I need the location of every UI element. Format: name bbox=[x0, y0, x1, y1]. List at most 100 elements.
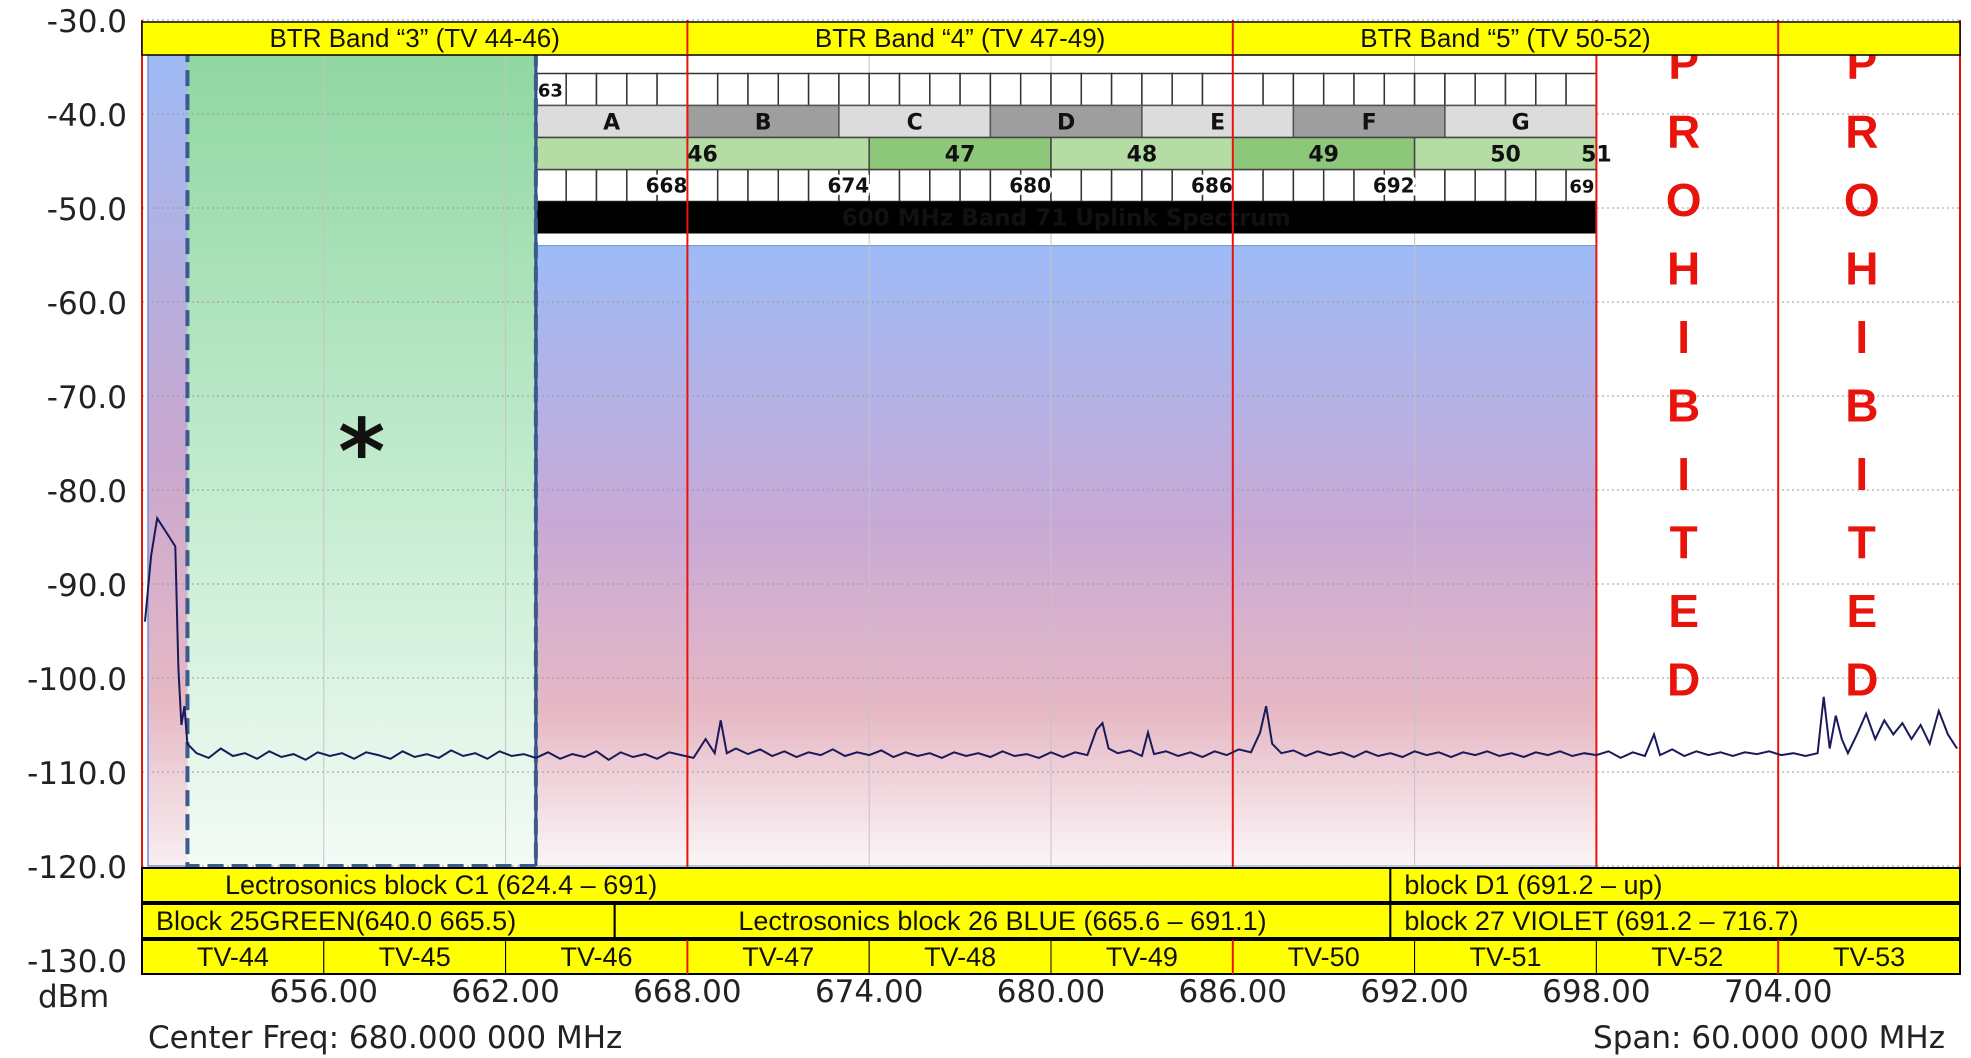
block-cell bbox=[1389, 903, 1961, 939]
band71-block-label: G bbox=[1512, 111, 1530, 136]
block-label: Lectrosonics block C1 (624.4 – 691) bbox=[225, 870, 657, 900]
band71-title: 600 MHz Band 71 Uplink Spectrum bbox=[842, 206, 1291, 232]
band71-freq-cell bbox=[1110, 168, 1143, 203]
band71-block-cell bbox=[989, 104, 1143, 139]
prohibited-letter: T bbox=[1848, 517, 1876, 569]
tv-channel-label: TV-51 bbox=[1469, 942, 1541, 972]
band71-tick-cell bbox=[1474, 72, 1507, 107]
y-tick-label: -130.0 bbox=[27, 944, 127, 980]
prohibited-letter: I bbox=[1677, 311, 1690, 363]
prohibited-letter: D bbox=[1667, 654, 1700, 706]
green-block-zone bbox=[187, 38, 536, 867]
band71-freq-label: 680 bbox=[1009, 174, 1051, 198]
band71-channel-label: 46 bbox=[687, 143, 718, 168]
band71-tick-cell bbox=[1504, 72, 1537, 107]
band71-tick-cell bbox=[1353, 72, 1386, 107]
band71-freq-cell bbox=[1444, 168, 1476, 203]
band71-tick-cell bbox=[716, 72, 749, 107]
x-tick-label: 662.00 bbox=[451, 974, 559, 1010]
prohibited-letter: E bbox=[1846, 585, 1877, 637]
band71-tick-cell bbox=[626, 72, 658, 107]
band71-tick-cell bbox=[1141, 72, 1173, 107]
band71-tick-cell bbox=[989, 72, 1022, 107]
band71-tick-cell bbox=[807, 72, 840, 107]
block-cell bbox=[613, 903, 1392, 939]
x-tick-label: 704.00 bbox=[1724, 974, 1832, 1010]
y-tick-label: -90.0 bbox=[47, 568, 127, 604]
band71-title-bar bbox=[535, 201, 1597, 234]
band71-block-label: E bbox=[1210, 111, 1225, 136]
band71-block-label: A bbox=[603, 111, 620, 136]
band71-freq-cell bbox=[1080, 168, 1113, 203]
band71-tick-cell bbox=[1322, 72, 1355, 107]
tv-channel-cell bbox=[505, 939, 688, 975]
band71-freq-cell bbox=[686, 168, 719, 203]
y-tick-label: -30.0 bbox=[47, 4, 127, 40]
band71-tick-cell bbox=[1201, 72, 1234, 107]
block-label: Block 25GREEN(640.0 665.5) bbox=[156, 906, 516, 936]
tv-channel-label: TV-48 bbox=[924, 942, 996, 972]
band71-channel-label: 50 bbox=[1490, 143, 1521, 168]
block-label: block 27 VIOLET (691.2 – 716.7) bbox=[1404, 906, 1798, 936]
y-tick-label: -120.0 bbox=[27, 850, 127, 886]
prohibited-letter: D bbox=[1845, 654, 1878, 706]
band71-tick-cell bbox=[1292, 72, 1325, 107]
prohibited-letter: I bbox=[1855, 448, 1868, 500]
x-tick-label: 674.00 bbox=[815, 974, 923, 1010]
band71-tick-cell bbox=[1383, 72, 1416, 107]
band71-freq-cell bbox=[595, 168, 628, 203]
band71-freq-cell bbox=[1413, 168, 1446, 203]
band71-freq-label: 686 bbox=[1191, 174, 1233, 198]
band71-freq-label: 668 bbox=[646, 174, 688, 198]
prohibited-letter: I bbox=[1855, 311, 1868, 363]
band71-block-label: B bbox=[755, 111, 772, 136]
btr-band-label: BTR Band “4” (TV 47-49) bbox=[815, 23, 1105, 53]
band71-freq-label: 692 bbox=[1373, 174, 1415, 198]
prohibited-letter: B bbox=[1845, 380, 1878, 432]
prohibited-letter: R bbox=[1845, 106, 1878, 158]
prohibited-letter: I bbox=[1677, 448, 1690, 500]
prohibited-letter: O bbox=[1844, 174, 1880, 226]
tv-channel-label: TV-53 bbox=[1833, 942, 1905, 972]
band71-tick-cell bbox=[1413, 72, 1446, 107]
x-tick-label: 698.00 bbox=[1542, 974, 1650, 1010]
band71-tick-cell bbox=[595, 72, 628, 107]
band71-tick-cell bbox=[1232, 72, 1264, 107]
band71-freq-cell bbox=[838, 168, 870, 203]
btr-band-label: BTR Band “5” (TV 50-52) bbox=[1360, 23, 1650, 53]
band71-tick-cell bbox=[1535, 72, 1567, 107]
tv-channel-label: TV-49 bbox=[1106, 942, 1178, 972]
y-tick-label: -70.0 bbox=[47, 380, 127, 416]
band71-block-label: C bbox=[907, 111, 923, 136]
x-tick-label: 686.00 bbox=[1179, 974, 1287, 1010]
prohibited-letter: R bbox=[1667, 106, 1700, 158]
y-tick-label: -100.0 bbox=[27, 662, 127, 698]
band71-freq-cell bbox=[1262, 168, 1295, 203]
tv-channel-label: TV-46 bbox=[560, 942, 632, 972]
band71-freq-cell bbox=[959, 168, 992, 203]
y-tick-label: -80.0 bbox=[47, 474, 127, 510]
band71-freq-cell bbox=[1141, 168, 1173, 203]
band71-freq-cell bbox=[716, 168, 749, 203]
prohibited-letter: H bbox=[1845, 243, 1878, 295]
x-tick-label: 656.00 bbox=[270, 974, 378, 1010]
band71-tick-cell bbox=[747, 72, 780, 107]
band71-channel-label: 48 bbox=[1127, 143, 1158, 168]
band71-tick-cell bbox=[898, 72, 931, 107]
band71-freq-cell bbox=[1322, 168, 1355, 203]
tv-channel-row-border bbox=[141, 939, 1961, 975]
band71-tick-cell bbox=[1050, 72, 1083, 107]
band71-freq-cell bbox=[1535, 168, 1567, 203]
x-tick-label: 692.00 bbox=[1360, 974, 1468, 1010]
band71-shaded-zone bbox=[535, 245, 1597, 867]
band71-edge-label-start: 63 bbox=[538, 81, 563, 102]
band71-freq-cell bbox=[656, 168, 689, 203]
tv-channel-cell bbox=[1050, 939, 1234, 975]
band71-freq-cell bbox=[989, 168, 1022, 203]
band71-edge-label-end: 69 bbox=[1569, 177, 1594, 198]
band71-tick-cell bbox=[959, 72, 992, 107]
band71-freq-cell bbox=[1474, 168, 1507, 203]
band71-tick-cell bbox=[868, 72, 901, 107]
band71-freq-cell bbox=[898, 168, 931, 203]
